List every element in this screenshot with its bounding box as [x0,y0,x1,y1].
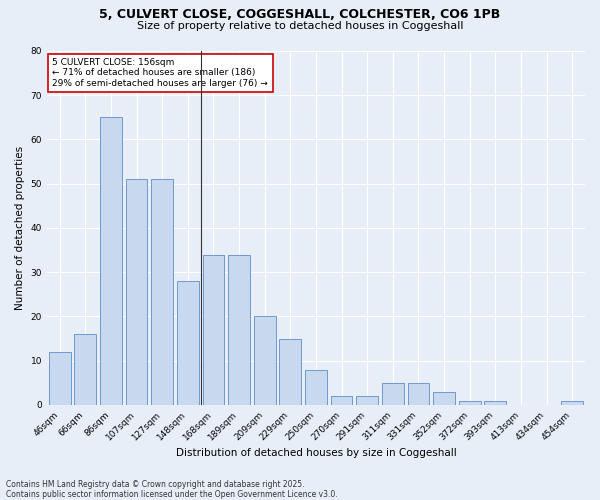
Text: 5, CULVERT CLOSE, COGGESHALL, COLCHESTER, CO6 1PB: 5, CULVERT CLOSE, COGGESHALL, COLCHESTER… [100,8,500,20]
Bar [382,383,404,405]
Bar [151,180,173,405]
Bar [561,400,583,405]
Bar [305,370,327,405]
Text: Contains HM Land Registry data © Crown copyright and database right 2025.
Contai: Contains HM Land Registry data © Crown c… [6,480,338,499]
Bar [74,334,96,405]
Bar [407,383,430,405]
Bar [177,281,199,405]
Bar [433,392,455,405]
Bar [100,118,122,405]
Bar [484,400,506,405]
Y-axis label: Number of detached properties: Number of detached properties [15,146,25,310]
Bar [254,316,275,405]
Bar [280,338,301,405]
Bar [203,254,224,405]
Bar [49,352,71,405]
Bar [331,396,352,405]
Text: 5 CULVERT CLOSE: 156sqm
← 71% of detached houses are smaller (186)
29% of semi-d: 5 CULVERT CLOSE: 156sqm ← 71% of detache… [52,58,268,88]
Text: Size of property relative to detached houses in Coggeshall: Size of property relative to detached ho… [137,21,463,31]
Bar [126,180,148,405]
Bar [459,400,481,405]
X-axis label: Distribution of detached houses by size in Coggeshall: Distribution of detached houses by size … [176,448,457,458]
Bar [228,254,250,405]
Bar [356,396,378,405]
